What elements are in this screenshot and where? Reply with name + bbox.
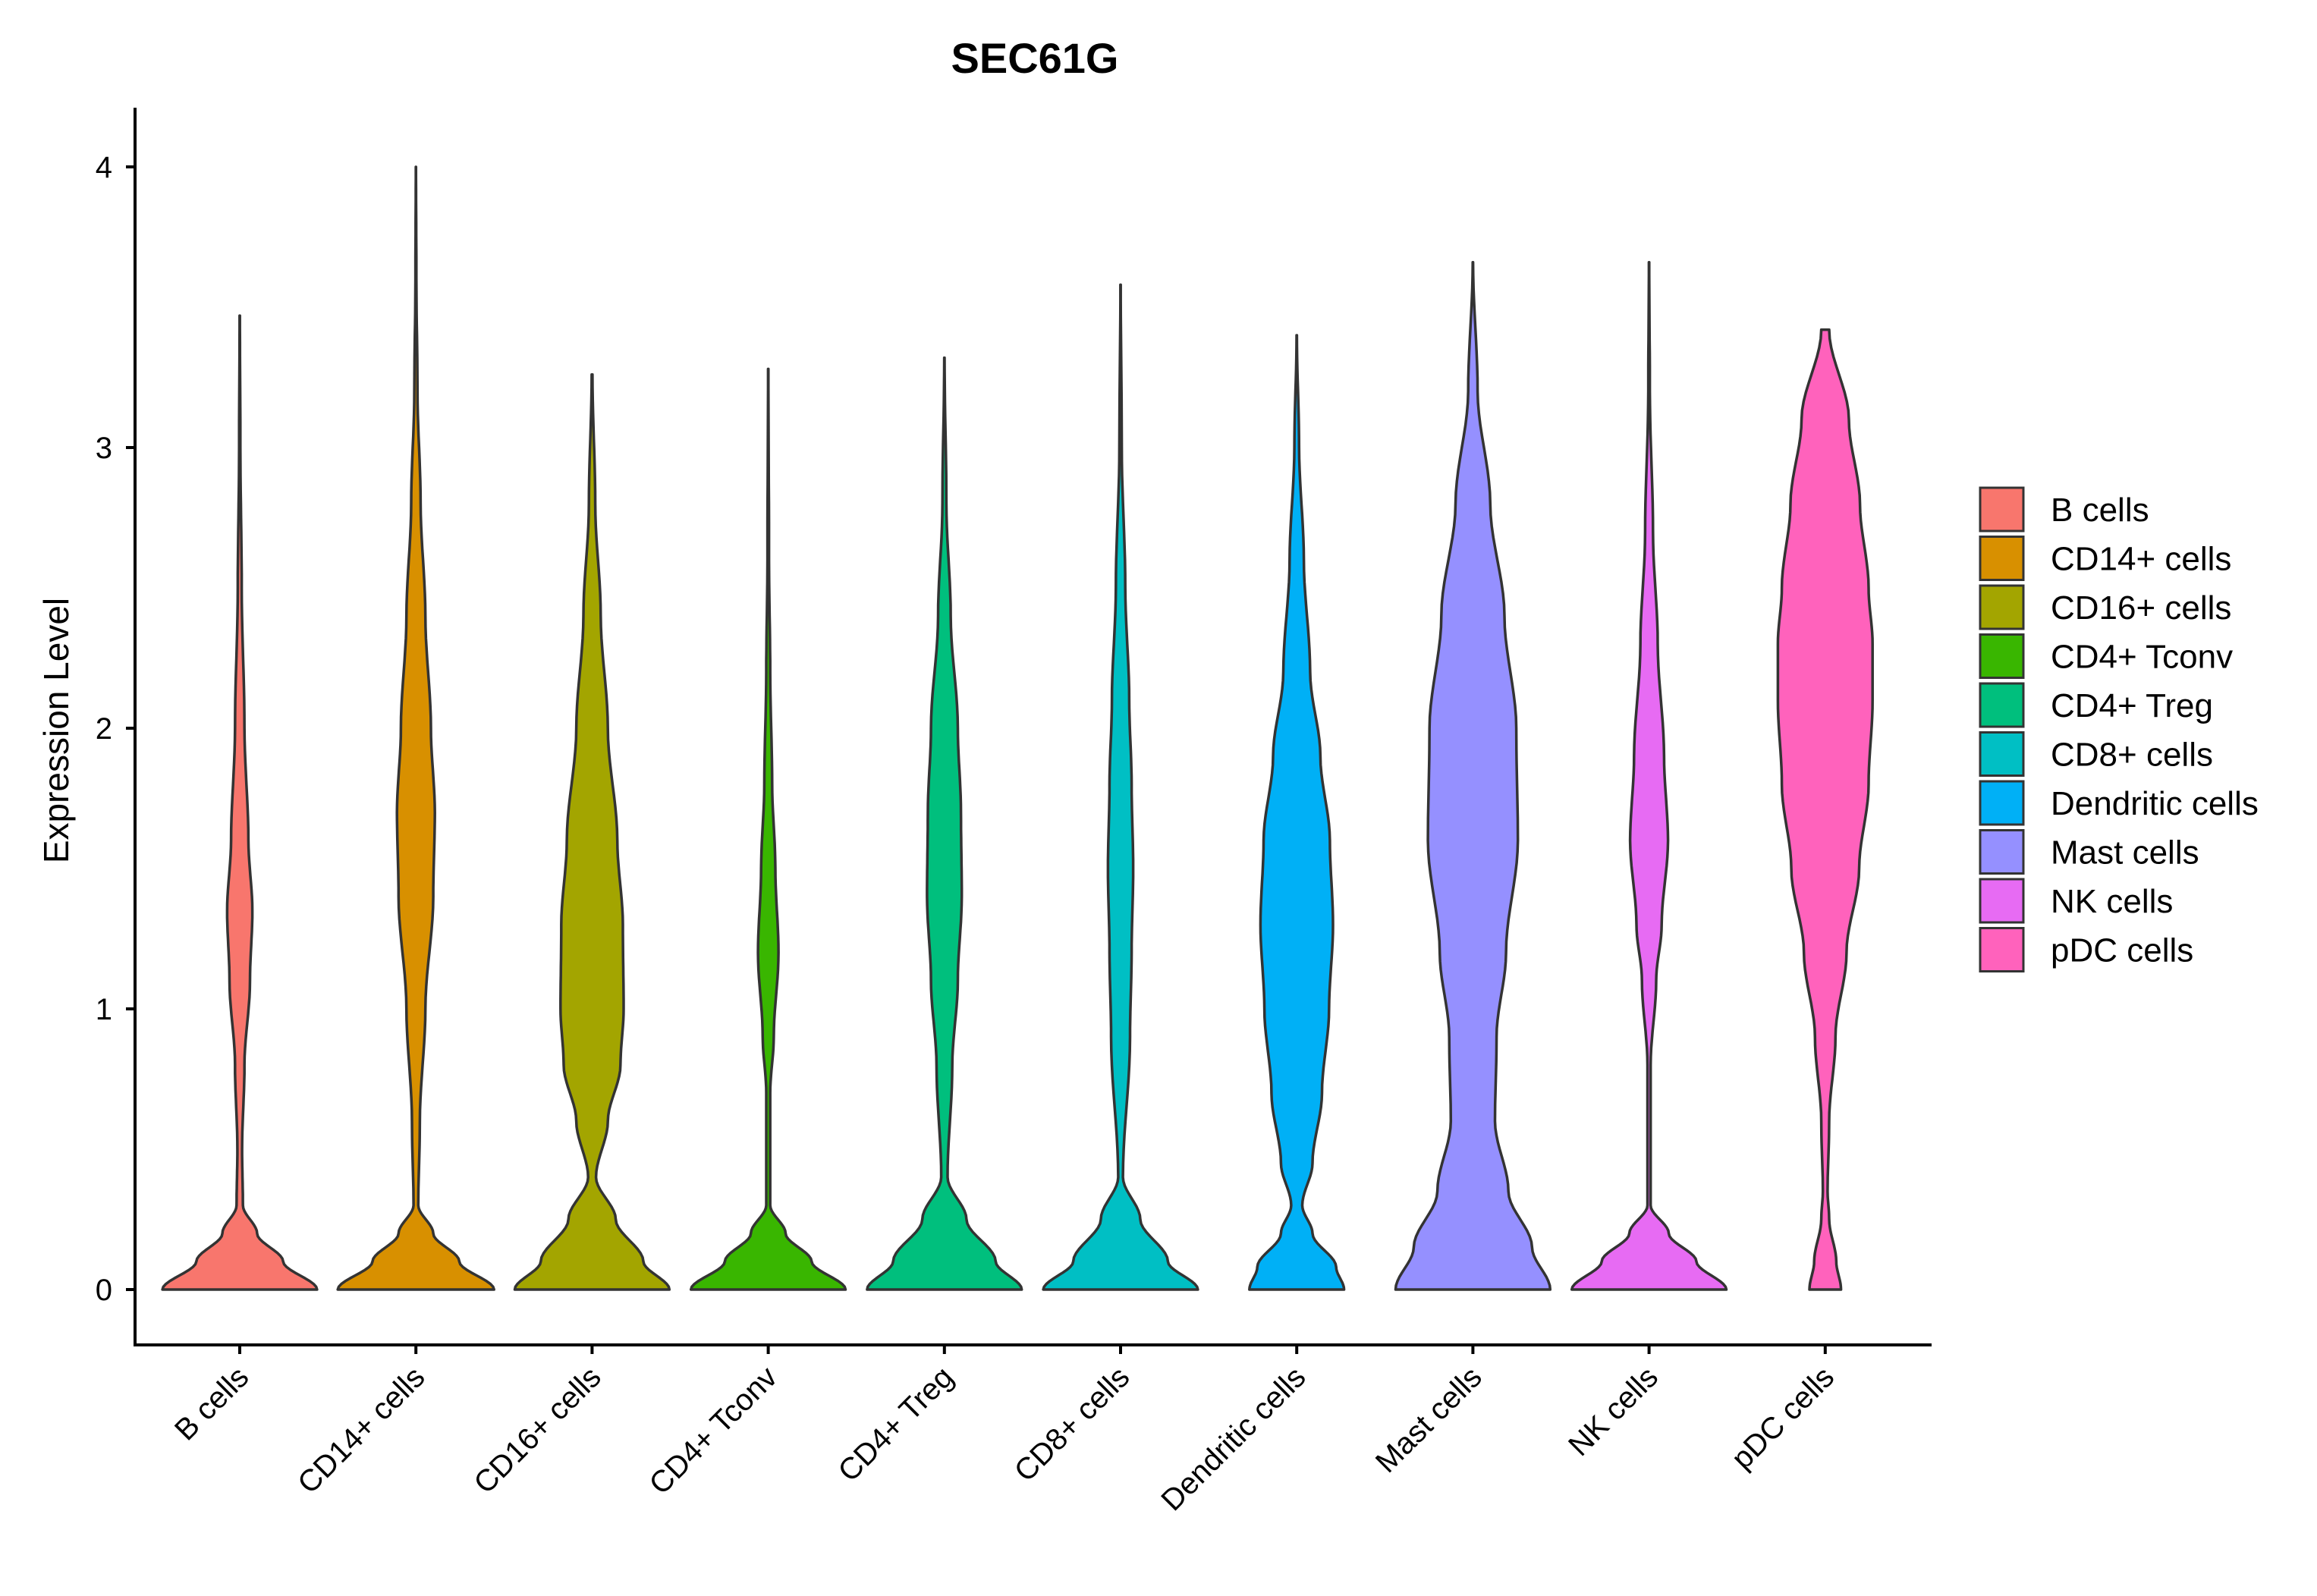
legend-label: Mast cells	[2051, 834, 2199, 872]
legend-swatch	[1979, 731, 2025, 777]
legend-label: Dendritic cells	[2051, 785, 2259, 822]
axes	[134, 108, 1932, 1346]
violin-cd4-tconv	[689, 367, 847, 1291]
legend: B cells CD14+ cells CD16+ cells CD4+ Tconv C…	[1979, 486, 2259, 972]
legend-swatch	[1979, 878, 2025, 924]
y-ticks: 0 1 2 3 4	[96, 151, 135, 1307]
violin-group	[161, 165, 1874, 1291]
x-ticks: B cells CD14+ cells CD16+ cells CD4+ Tconv C…	[168, 1345, 1841, 1517]
y-axis-title: Expression Level	[36, 598, 76, 863]
x-tick-label: pDC cells	[1725, 1360, 1841, 1475]
violin-cd8-cells	[1042, 283, 1199, 1291]
x-tick-label: B cells	[168, 1360, 255, 1447]
legend-swatch	[1979, 633, 2025, 679]
y-tick-label: 3	[96, 432, 112, 465]
legend-swatch	[1979, 780, 2025, 826]
legend-label: pDC cells	[2051, 932, 2193, 969]
x-tick-label: CD16+ cells	[467, 1360, 607, 1500]
x-tick-label: CD14+ cells	[291, 1360, 431, 1500]
violin-cd16-cells	[513, 373, 671, 1291]
violin-mast-cells	[1394, 261, 1552, 1291]
legend-swatch	[1979, 584, 2025, 630]
legend-swatch	[1979, 682, 2025, 728]
legend-label: B cells	[2051, 492, 2149, 529]
x-tick-label: CD4+ Treg	[832, 1360, 960, 1488]
legend-swatch	[1979, 486, 2025, 533]
x-tick-label: NK cells	[1562, 1360, 1665, 1462]
violin-cd14-cells	[336, 165, 495, 1291]
legend-label: CD16+ cells	[2051, 589, 2231, 627]
y-tick-label: 0	[96, 1274, 112, 1307]
violin-dendritic-cells	[1248, 334, 1346, 1291]
violin-b-cells	[161, 314, 319, 1291]
legend-label: CD4+ Tconv	[2051, 639, 2233, 676]
chart-title: SEC61G	[951, 34, 1119, 82]
legend-swatch	[1979, 829, 2025, 875]
violin-nk-cells	[1570, 261, 1728, 1291]
legend-swatch	[1979, 927, 2025, 972]
x-tick-label: Dendritic cells	[1155, 1360, 1312, 1517]
legend-label: CD8+ cells	[2051, 737, 2213, 774]
x-tick-label: CD8+ cells	[1008, 1360, 1136, 1488]
legend-swatch	[1979, 536, 2025, 581]
x-tick-label: Mast cells	[1369, 1360, 1489, 1479]
legend-label: CD4+ Treg	[2051, 687, 2213, 724]
violin-pdc-cells	[1776, 328, 1874, 1291]
y-tick-label: 4	[96, 151, 112, 184]
y-tick-label: 2	[96, 712, 112, 746]
x-tick-label: CD4+ Tconv	[643, 1360, 784, 1500]
violin-cd4-treg	[866, 356, 1023, 1291]
y-tick-label: 1	[96, 993, 112, 1026]
legend-label: CD14+ cells	[2051, 541, 2231, 578]
legend-label: NK cells	[2051, 883, 2173, 920]
